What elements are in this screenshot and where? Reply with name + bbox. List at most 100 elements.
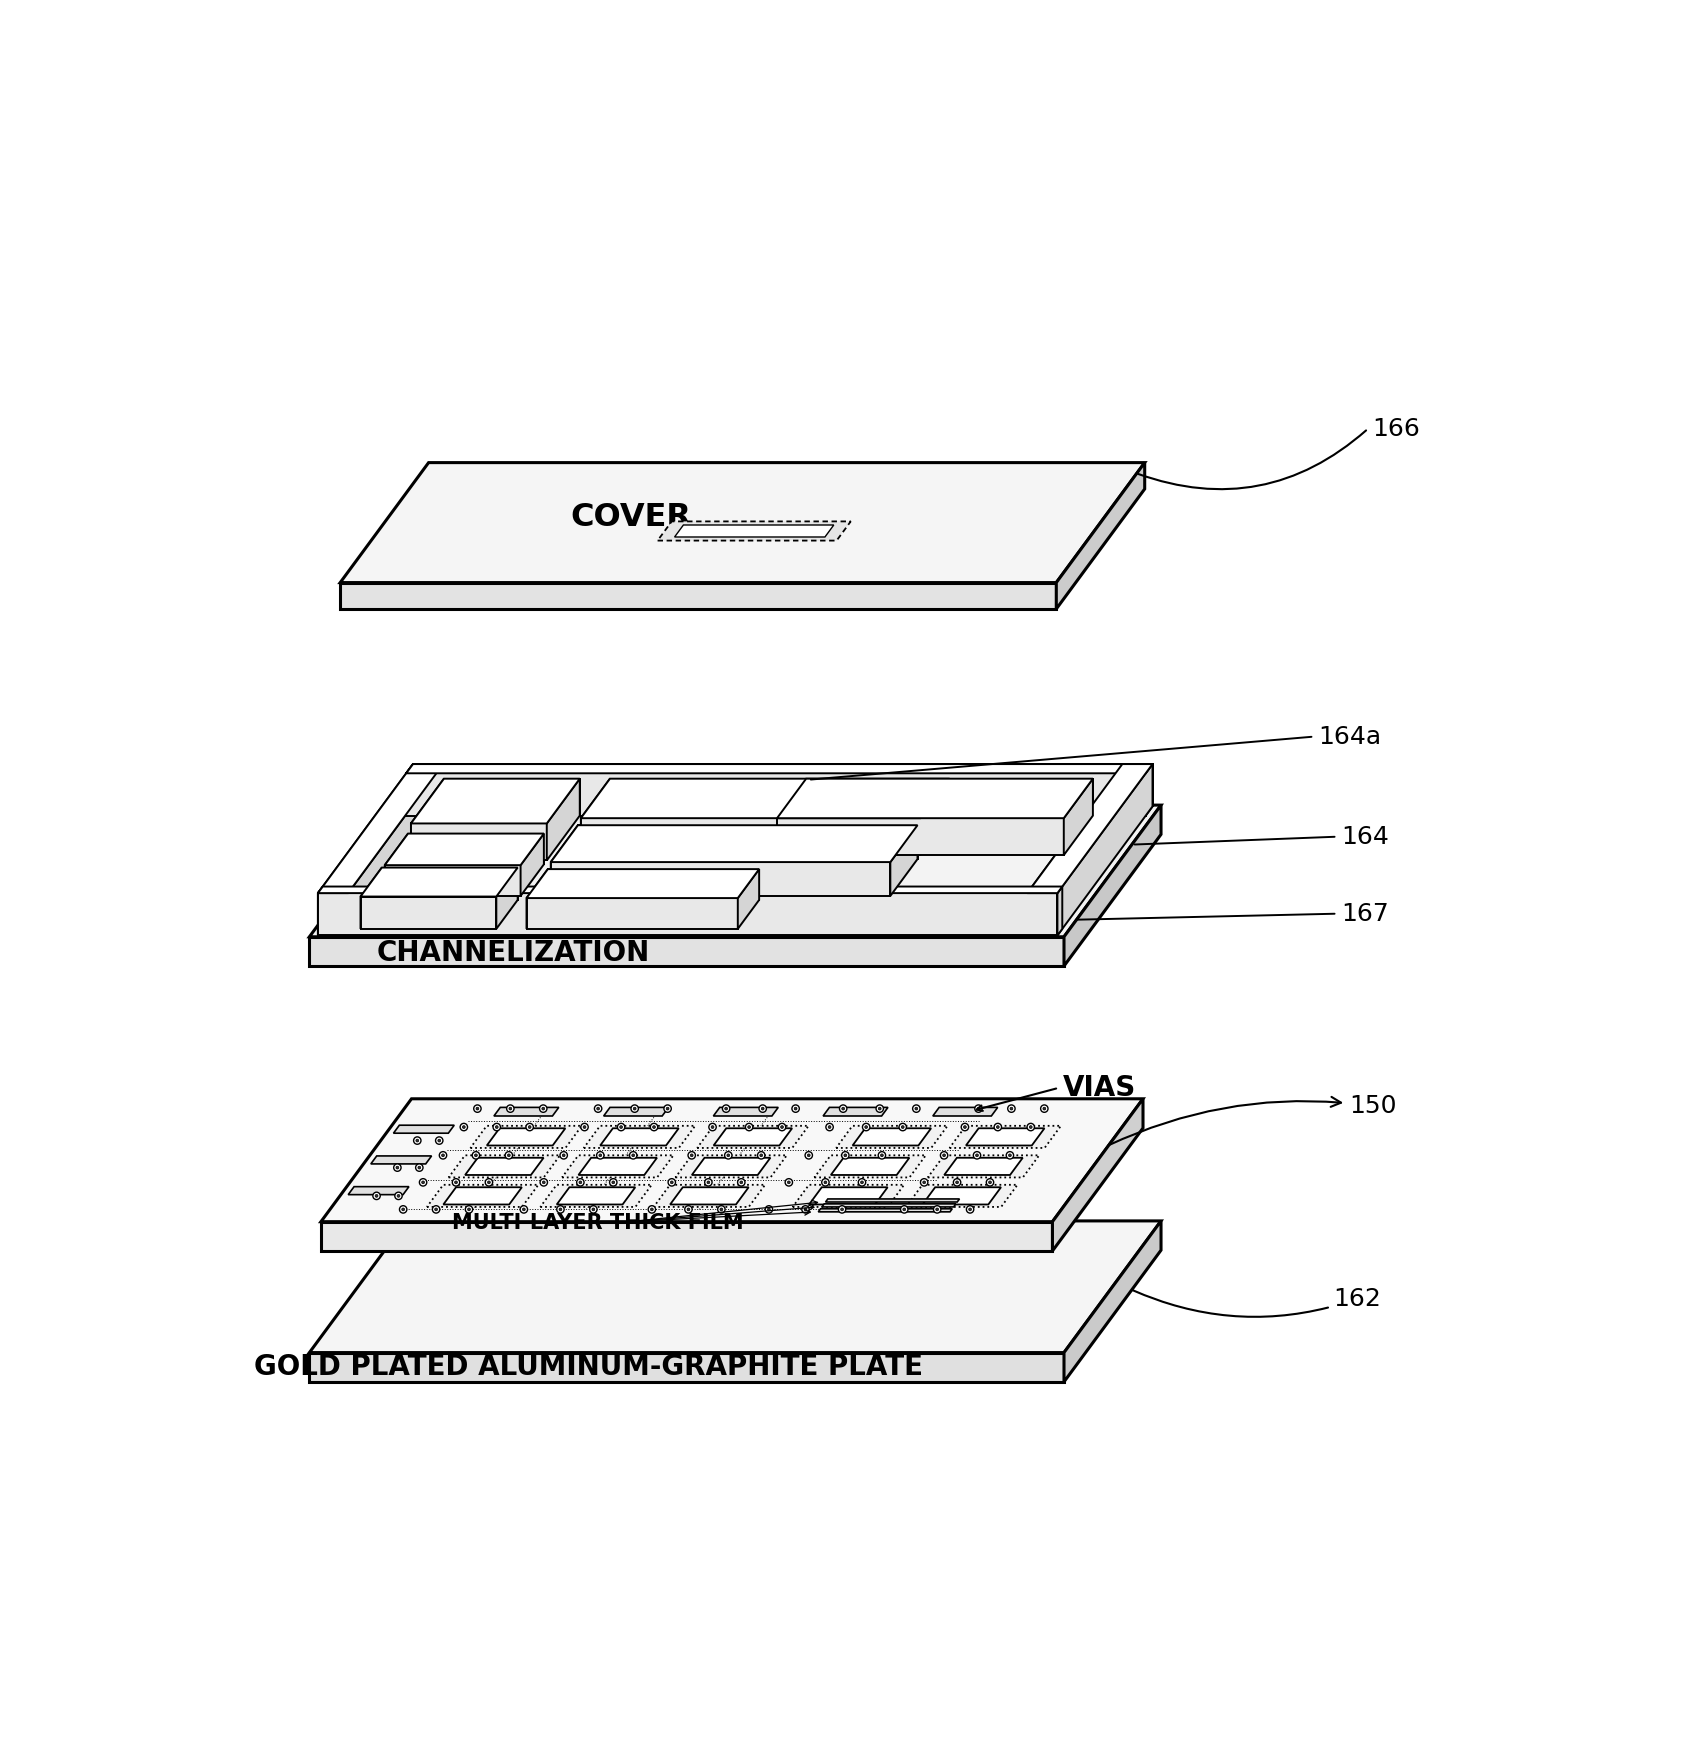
Circle shape: [395, 1193, 402, 1200]
Circle shape: [650, 1209, 654, 1210]
Circle shape: [477, 1107, 478, 1110]
Polygon shape: [819, 1209, 951, 1212]
Circle shape: [507, 1154, 511, 1156]
Polygon shape: [1145, 765, 1152, 816]
Circle shape: [402, 1209, 405, 1210]
Circle shape: [985, 1179, 994, 1186]
Circle shape: [899, 1124, 907, 1131]
Circle shape: [684, 1205, 693, 1212]
Circle shape: [822, 1179, 829, 1186]
Circle shape: [921, 1179, 928, 1186]
Circle shape: [373, 1193, 380, 1200]
Circle shape: [495, 1126, 499, 1128]
Circle shape: [507, 1105, 514, 1112]
Text: 167: 167: [1341, 902, 1389, 925]
Polygon shape: [807, 779, 1093, 816]
Circle shape: [705, 1179, 711, 1186]
Polygon shape: [487, 1128, 565, 1145]
Polygon shape: [657, 522, 851, 541]
Polygon shape: [318, 886, 323, 936]
Polygon shape: [371, 1156, 432, 1165]
Polygon shape: [444, 779, 580, 816]
Polygon shape: [310, 1353, 1064, 1381]
Circle shape: [807, 1154, 810, 1156]
Polygon shape: [407, 765, 414, 816]
Circle shape: [671, 1181, 674, 1184]
Circle shape: [740, 1181, 742, 1184]
Polygon shape: [410, 779, 580, 823]
Circle shape: [759, 1105, 766, 1112]
Circle shape: [878, 1107, 882, 1110]
Circle shape: [718, 1205, 725, 1212]
Circle shape: [523, 1209, 526, 1210]
Circle shape: [989, 1181, 991, 1184]
Polygon shape: [427, 1184, 538, 1207]
Polygon shape: [361, 867, 381, 929]
Polygon shape: [945, 1158, 1023, 1175]
Text: GOLD PLATED ALUMINUM-GRAPHITE PLATE: GOLD PLATED ALUMINUM-GRAPHITE PLATE: [254, 1353, 922, 1381]
Circle shape: [795, 1107, 797, 1110]
Circle shape: [878, 1152, 885, 1159]
Circle shape: [975, 1105, 982, 1112]
Polygon shape: [713, 1128, 791, 1145]
Circle shape: [863, 1124, 870, 1131]
Circle shape: [839, 1205, 846, 1212]
Circle shape: [648, 1205, 655, 1212]
Circle shape: [630, 1152, 637, 1159]
Polygon shape: [921, 779, 950, 855]
Circle shape: [781, 1126, 783, 1128]
Polygon shape: [890, 825, 917, 895]
Circle shape: [557, 1205, 563, 1212]
Circle shape: [584, 1126, 585, 1128]
Polygon shape: [584, 1126, 694, 1149]
Polygon shape: [318, 886, 1062, 893]
Text: 164a: 164a: [1317, 724, 1382, 749]
Circle shape: [494, 1124, 500, 1131]
Circle shape: [785, 1179, 793, 1186]
Polygon shape: [737, 869, 759, 929]
Polygon shape: [1057, 765, 1152, 936]
Polygon shape: [654, 1184, 766, 1207]
Polygon shape: [778, 779, 1093, 818]
Polygon shape: [318, 893, 1057, 936]
Polygon shape: [322, 1099, 1144, 1221]
Polygon shape: [393, 1126, 454, 1133]
Circle shape: [609, 1179, 616, 1186]
Polygon shape: [580, 779, 609, 855]
Polygon shape: [526, 899, 737, 929]
Polygon shape: [1028, 893, 1057, 936]
Circle shape: [577, 1179, 584, 1186]
Polygon shape: [465, 1158, 543, 1175]
Polygon shape: [604, 1107, 669, 1115]
Circle shape: [788, 1181, 790, 1184]
Circle shape: [397, 1195, 400, 1196]
Circle shape: [665, 1107, 669, 1110]
Circle shape: [1040, 1105, 1048, 1112]
Polygon shape: [449, 1156, 560, 1177]
Circle shape: [441, 1154, 444, 1156]
Circle shape: [825, 1124, 834, 1131]
Circle shape: [900, 1205, 907, 1212]
Circle shape: [374, 1195, 378, 1196]
Polygon shape: [361, 897, 497, 929]
Polygon shape: [905, 1184, 1018, 1207]
Polygon shape: [836, 1126, 948, 1149]
Circle shape: [415, 1140, 419, 1142]
Circle shape: [528, 1126, 531, 1128]
Circle shape: [558, 1209, 562, 1210]
Polygon shape: [793, 1184, 904, 1207]
Circle shape: [631, 1154, 635, 1156]
Circle shape: [436, 1136, 443, 1144]
Polygon shape: [814, 1156, 926, 1177]
Circle shape: [967, 1205, 974, 1212]
Circle shape: [996, 1126, 999, 1128]
Circle shape: [414, 1136, 420, 1144]
Circle shape: [432, 1205, 439, 1212]
Circle shape: [669, 1179, 676, 1186]
Polygon shape: [310, 805, 1161, 937]
Polygon shape: [822, 1203, 957, 1207]
Circle shape: [487, 1181, 490, 1184]
Circle shape: [968, 1209, 972, 1210]
Polygon shape: [950, 1126, 1060, 1149]
Circle shape: [580, 1124, 589, 1131]
